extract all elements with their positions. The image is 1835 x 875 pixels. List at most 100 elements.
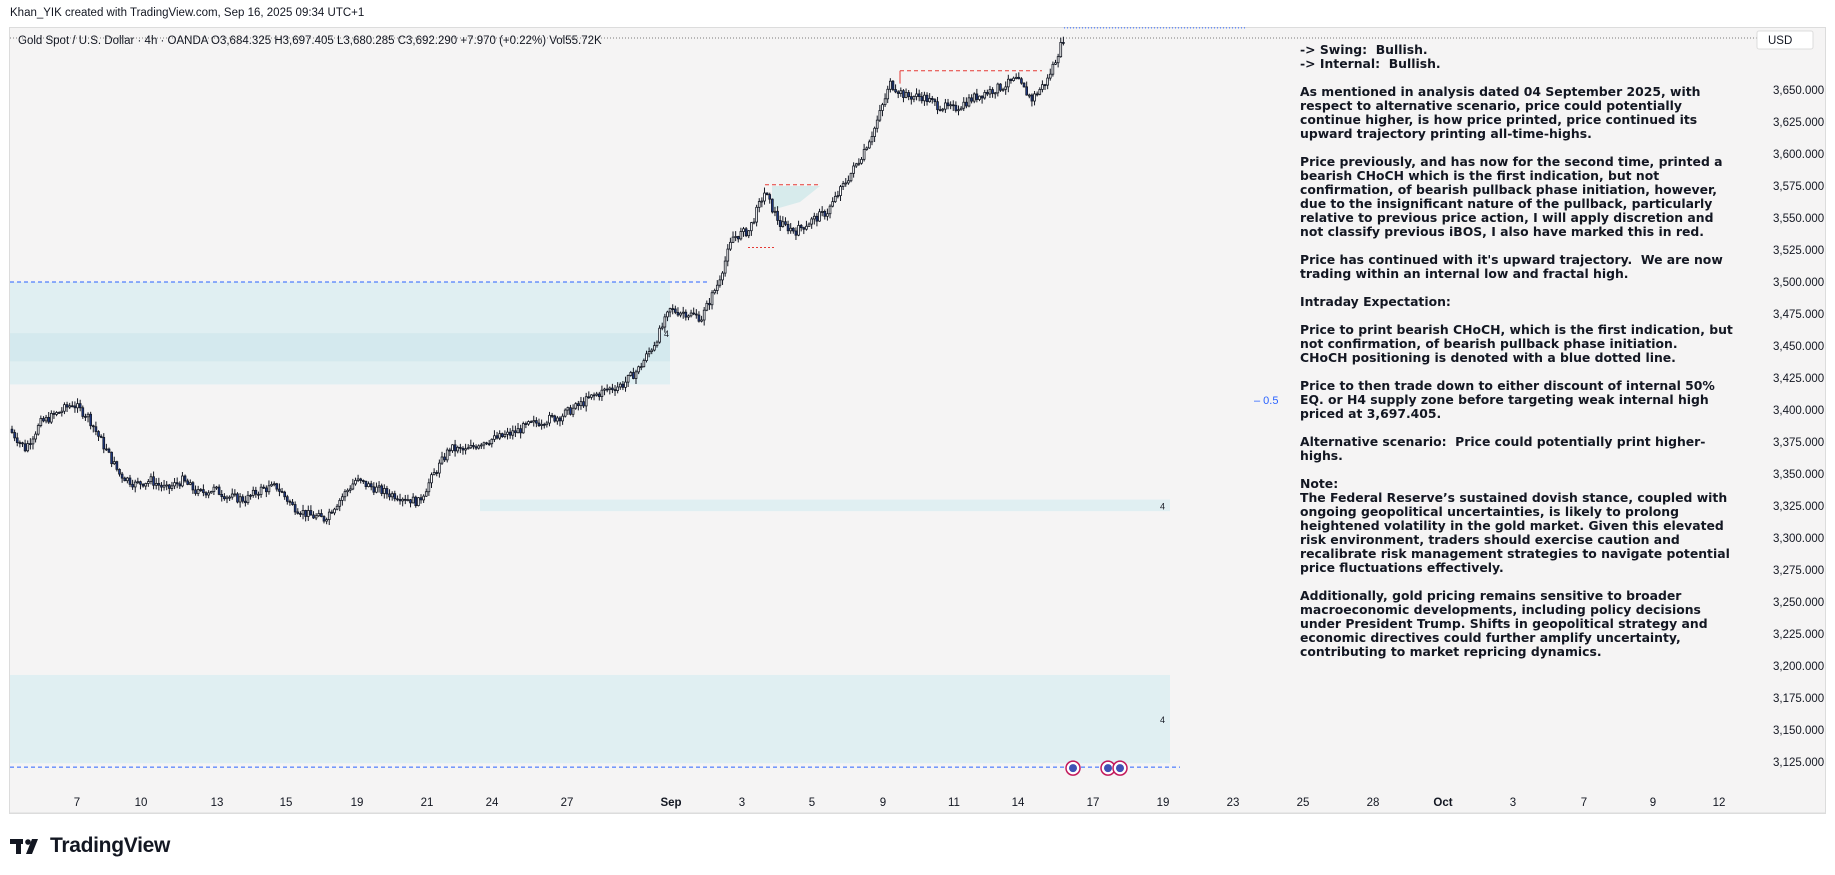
candle[interactable] (590, 394, 593, 398)
candle[interactable] (975, 93, 979, 100)
candle[interactable] (288, 500, 292, 503)
candle[interactable] (351, 483, 355, 490)
candle[interactable] (1022, 82, 1026, 88)
candle[interactable] (354, 480, 357, 485)
candle[interactable] (799, 225, 803, 229)
candle[interactable] (828, 205, 832, 215)
candle[interactable] (406, 499, 410, 502)
candle[interactable] (886, 88, 890, 100)
currency-box[interactable] (1756, 30, 1814, 50)
candle[interactable] (280, 490, 284, 493)
candle[interactable] (521, 423, 525, 434)
candle[interactable] (299, 513, 302, 515)
demand-zone[interactable] (480, 499, 1170, 512)
candle[interactable] (327, 511, 331, 520)
candle[interactable] (708, 302, 711, 306)
candle[interactable] (553, 415, 557, 422)
candle[interactable] (320, 513, 323, 517)
candle[interactable] (1041, 84, 1044, 90)
candle[interactable] (157, 482, 161, 486)
candle[interactable] (574, 403, 578, 409)
candle[interactable] (611, 387, 614, 391)
candle[interactable] (385, 488, 389, 495)
candle[interactable] (1035, 93, 1039, 96)
candle[interactable] (165, 484, 169, 487)
candle[interactable] (241, 496, 245, 502)
candle[interactable] (902, 90, 905, 98)
candle[interactable] (899, 90, 903, 94)
candle[interactable] (868, 141, 871, 149)
candle[interactable] (965, 101, 968, 107)
candle[interactable] (228, 496, 231, 499)
candle[interactable] (776, 210, 779, 221)
candle[interactable] (946, 102, 950, 107)
candle[interactable] (44, 416, 48, 422)
candle[interactable] (396, 498, 399, 501)
candle[interactable] (909, 96, 913, 100)
candle[interactable] (959, 107, 963, 111)
candle[interactable] (768, 194, 772, 200)
candle[interactable] (196, 489, 200, 494)
candle[interactable] (508, 431, 512, 436)
candle[interactable] (595, 393, 598, 396)
candle[interactable] (144, 483, 148, 487)
candle[interactable] (39, 418, 43, 426)
candle[interactable] (107, 448, 111, 453)
candle[interactable] (333, 508, 336, 514)
candle[interactable] (220, 493, 224, 497)
candle[interactable] (912, 96, 916, 100)
candle[interactable] (999, 83, 1002, 91)
candle[interactable] (162, 484, 166, 488)
candle[interactable] (529, 421, 533, 424)
candle[interactable] (1062, 42, 1065, 44)
candle[interactable] (870, 136, 874, 143)
candle[interactable] (34, 433, 37, 440)
candle[interactable] (36, 425, 40, 435)
candle[interactable] (980, 95, 984, 99)
candle[interactable] (715, 284, 719, 291)
candle[interactable] (941, 108, 945, 111)
candle[interactable] (836, 195, 840, 197)
candle[interactable] (212, 486, 216, 492)
candle[interactable] (632, 372, 635, 379)
candle[interactable] (493, 435, 496, 440)
candle[interactable] (102, 436, 106, 450)
candle[interactable] (388, 493, 391, 498)
candle[interactable] (671, 308, 675, 311)
candle[interactable] (459, 446, 462, 449)
candle[interactable] (259, 486, 263, 495)
candle[interactable] (792, 227, 795, 232)
candle[interactable] (532, 420, 536, 423)
candle[interactable] (883, 98, 887, 106)
candle[interactable] (482, 442, 486, 446)
candle[interactable] (21, 442, 24, 445)
candle[interactable] (844, 182, 848, 185)
candle[interactable] (401, 498, 404, 502)
candle[interactable] (889, 80, 892, 90)
candle[interactable] (789, 227, 793, 232)
candle[interactable] (217, 486, 221, 495)
candle[interactable] (571, 407, 575, 415)
candle[interactable] (550, 414, 554, 417)
candle[interactable] (928, 98, 931, 103)
candle[interactable] (485, 442, 488, 445)
candle[interactable] (1056, 56, 1060, 64)
candle[interactable] (763, 192, 766, 202)
candle[interactable] (105, 448, 108, 451)
candle[interactable] (338, 499, 342, 507)
candle[interactable] (1020, 78, 1023, 84)
candle[interactable] (309, 510, 313, 516)
candle[interactable] (283, 491, 286, 498)
candle[interactable] (548, 414, 551, 424)
candle[interactable] (445, 449, 449, 461)
candle[interactable] (938, 109, 942, 112)
candle[interactable] (881, 104, 884, 111)
candle[interactable] (519, 428, 522, 434)
candle[interactable] (78, 403, 82, 409)
candle[interactable] (729, 241, 732, 250)
candle[interactable] (1048, 73, 1052, 79)
candle[interactable] (915, 93, 918, 97)
candle[interactable] (545, 422, 549, 426)
candle[interactable] (466, 447, 470, 450)
